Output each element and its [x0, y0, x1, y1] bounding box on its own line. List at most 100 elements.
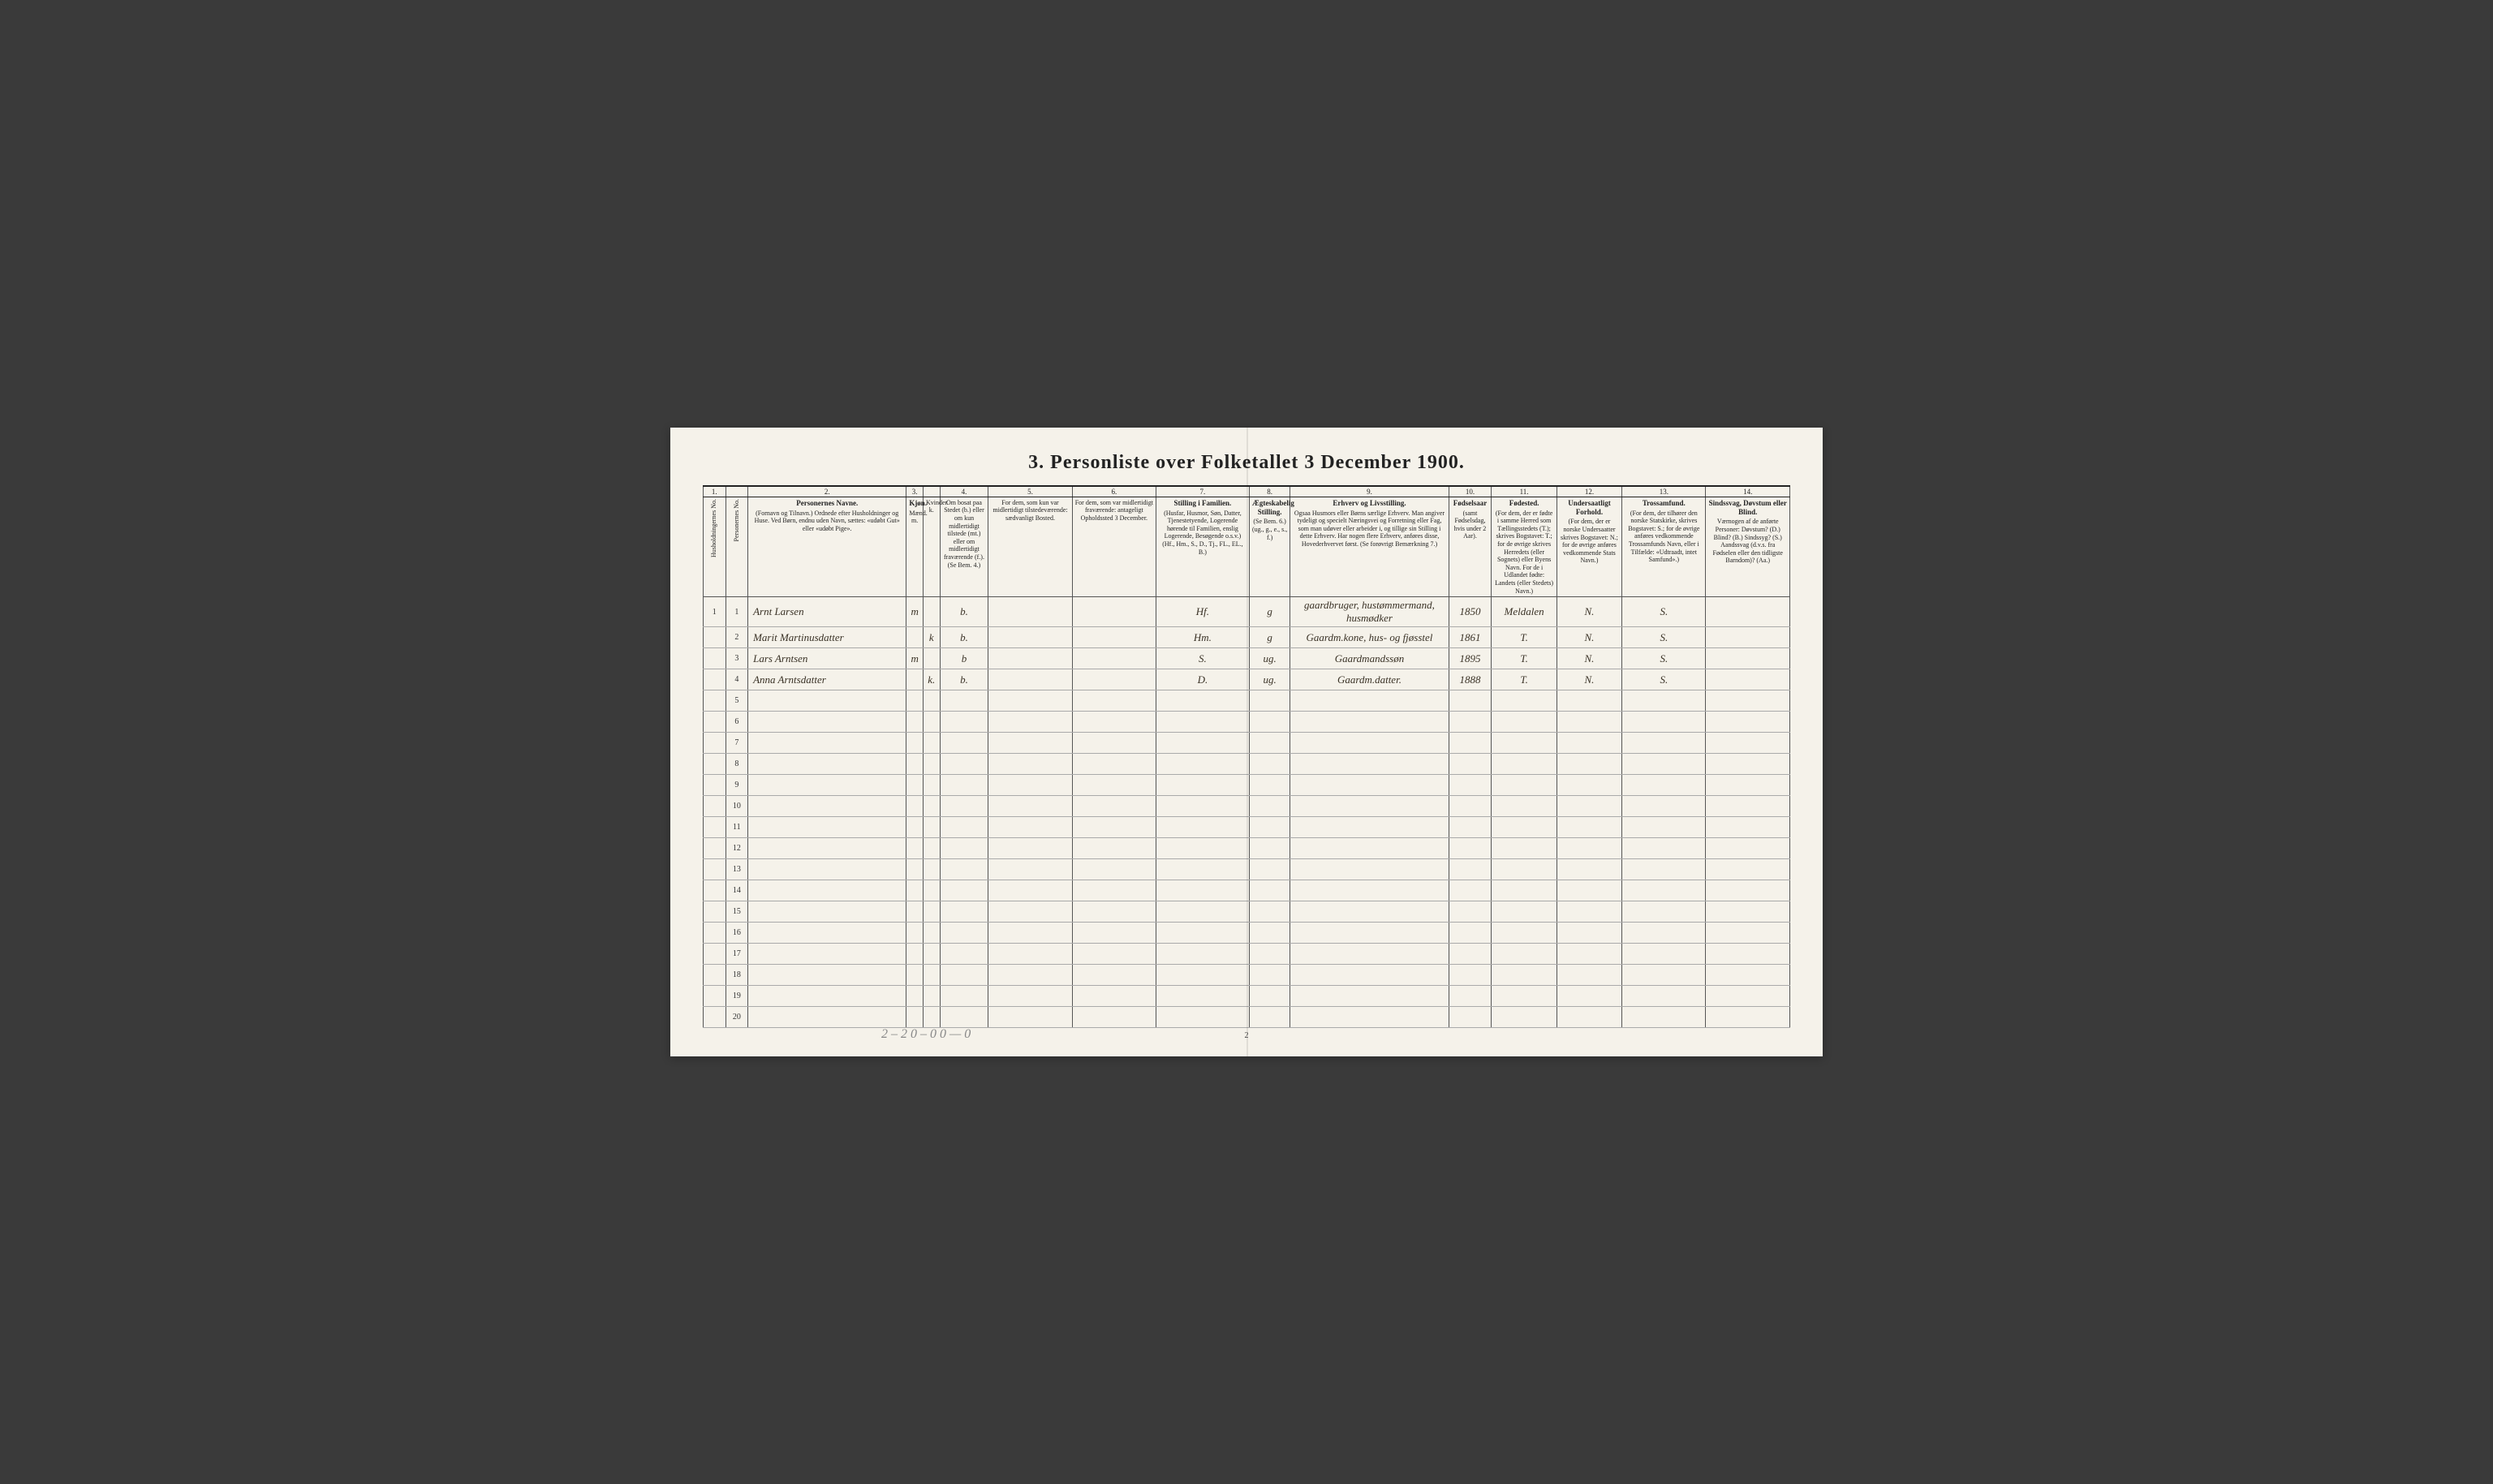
cell [1072, 648, 1156, 669]
cell [1706, 627, 1790, 648]
cell: Hm. [1156, 627, 1250, 648]
cell: Gaardm.kone, hus- og fjøsstel [1290, 627, 1449, 648]
cell [1072, 597, 1156, 627]
cell [1156, 944, 1250, 965]
cell [1557, 775, 1621, 796]
cell: S. [1622, 627, 1706, 648]
cell [1492, 986, 1557, 1007]
column-header: Personernes No. [726, 497, 748, 596]
cell [1249, 712, 1290, 733]
cell [1156, 690, 1250, 712]
column-number: 11. [1492, 486, 1557, 497]
cell [1622, 923, 1706, 944]
cell [923, 986, 940, 1007]
cell [1290, 838, 1449, 859]
cell [988, 648, 1072, 669]
cell: S. [1622, 597, 1706, 627]
cell [1449, 838, 1492, 859]
cell [1557, 838, 1621, 859]
cell [906, 817, 924, 838]
cell [1557, 690, 1621, 712]
table-row: 18 [704, 965, 1790, 986]
cell [1290, 817, 1449, 838]
cell [1290, 712, 1449, 733]
cell [923, 880, 940, 901]
cell [1249, 923, 1290, 944]
cell [988, 817, 1072, 838]
cell: Gaardmandssøn [1290, 648, 1449, 669]
cell [923, 901, 940, 923]
column-number: 14. [1706, 486, 1790, 497]
cell [988, 986, 1072, 1007]
cell: N. [1557, 648, 1621, 669]
cell: S. [1622, 648, 1706, 669]
cell: 17 [726, 944, 748, 965]
cell [1449, 923, 1492, 944]
cell [940, 923, 988, 944]
cell [704, 627, 726, 648]
cell [748, 733, 906, 754]
cell [1557, 901, 1621, 923]
column-header: For dem, som var midlertidigt fraværende… [1072, 497, 1156, 596]
cell: 15 [726, 901, 748, 923]
cell [1557, 712, 1621, 733]
cell [1290, 859, 1449, 880]
cell [1492, 817, 1557, 838]
cell [704, 754, 726, 775]
cell [1072, 838, 1156, 859]
cell [748, 817, 906, 838]
cell [906, 838, 924, 859]
cell [1706, 733, 1790, 754]
cell [1290, 775, 1449, 796]
cell [1706, 648, 1790, 669]
cell [988, 597, 1072, 627]
cell: 3 [726, 648, 748, 669]
column-header: Personernes Navne.(Fornavn og Tilnavn.) … [748, 497, 906, 596]
cell [1290, 944, 1449, 965]
cell [1622, 901, 1706, 923]
cell: 14 [726, 880, 748, 901]
cell [906, 986, 924, 1007]
cell [1449, 1007, 1492, 1028]
cell [906, 1007, 924, 1028]
table-row: 17 [704, 944, 1790, 965]
cell: 1850 [1449, 597, 1492, 627]
cell: T. [1492, 669, 1557, 690]
cell [1622, 817, 1706, 838]
cell [1706, 690, 1790, 712]
cell [940, 965, 988, 986]
table-body: 11Arnt Larsenmb.Hf.ggaardbruger, hustømm… [704, 597, 1790, 1028]
cell [704, 796, 726, 817]
cell: 8 [726, 754, 748, 775]
cell [1492, 690, 1557, 712]
cell [748, 1007, 906, 1028]
table-row: 10 [704, 796, 1790, 817]
cell [940, 838, 988, 859]
cell [1492, 923, 1557, 944]
cell [1557, 817, 1621, 838]
cell [1492, 859, 1557, 880]
cell [988, 712, 1072, 733]
cell [1249, 901, 1290, 923]
cell [1072, 817, 1156, 838]
cell [1622, 965, 1706, 986]
cell [1706, 986, 1790, 1007]
cell [906, 965, 924, 986]
cell [1492, 901, 1557, 923]
cell [940, 712, 988, 733]
cell [940, 796, 988, 817]
table-row: 11 [704, 817, 1790, 838]
cell [1072, 669, 1156, 690]
cell [923, 733, 940, 754]
page-number: 2 [703, 1031, 1790, 1040]
column-number: 7. [1156, 486, 1250, 497]
table-row: 14 [704, 880, 1790, 901]
cell [1622, 838, 1706, 859]
cell [906, 669, 924, 690]
cell [1249, 796, 1290, 817]
column-header: Fødselsaar(samt Fødselsdag, hvis under 2… [1449, 497, 1492, 596]
cell [704, 712, 726, 733]
cell [906, 712, 924, 733]
cell [1706, 796, 1790, 817]
column-header: Om bosat paa Stedet (b.) eller om kun mi… [940, 497, 988, 596]
